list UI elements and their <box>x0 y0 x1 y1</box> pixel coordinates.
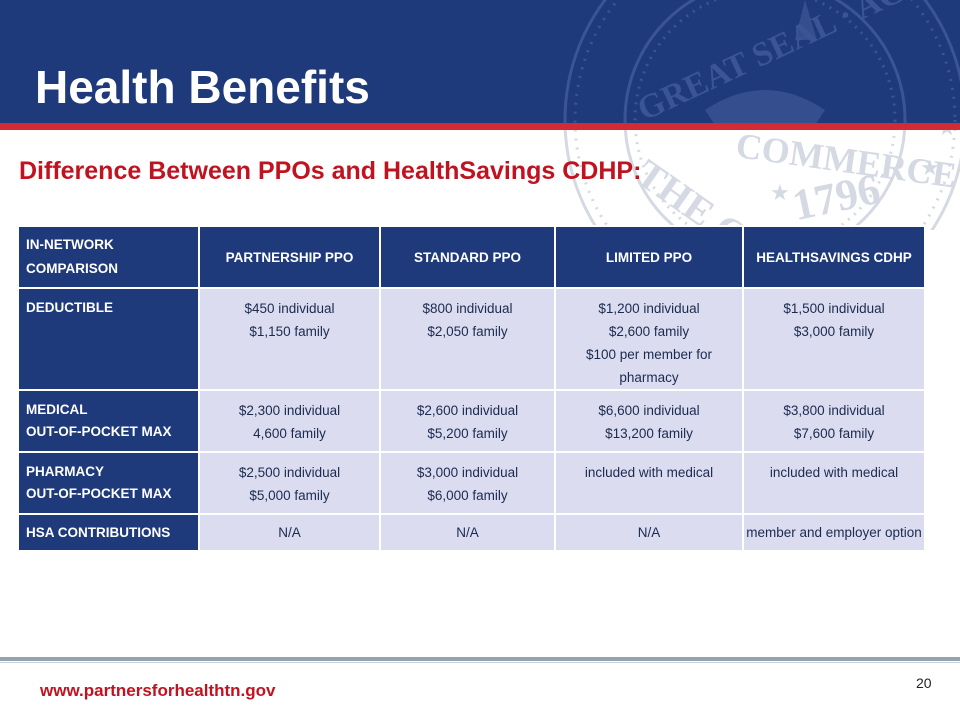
cell-line: $2,300 individual <box>238 403 341 418</box>
cell-line: included with medical <box>584 465 714 480</box>
state-seal-watermark: GREAT SEAL · AGRICULTURE <box>563 0 960 123</box>
table-cell: N/A <box>198 513 381 552</box>
cell-line: 4,600 family <box>253 426 326 441</box>
table-cell: $2,500 individual $5,000 family <box>198 451 381 515</box>
table-cell: member and employer option <box>742 513 926 552</box>
row-label-line: DEDUCTIBLE <box>26 300 113 315</box>
table-cell: $2,600 individual $5,200 family <box>379 389 556 453</box>
svg-text:★: ★ <box>770 180 790 205</box>
table-cell: $800 individual $2,050 family <box>379 287 556 391</box>
seal-watermark-lower: THE GR COMMERCE 1796 ★ ★ ★ <box>563 130 960 230</box>
column-header: HEALTHSAVINGS CDHP <box>742 225 926 289</box>
cell-line: $3,000 individual <box>416 465 519 480</box>
cell-line: $7,600 family <box>793 426 875 441</box>
cell-line: $2,500 individual <box>238 465 341 480</box>
table-cell: $2,300 individual 4,600 family <box>198 389 381 453</box>
comparison-table: IN-NETWORK COMPARISON PARTNERSHIP PPO ST… <box>17 225 926 552</box>
cell-line: $100 per member for pharmacy <box>585 347 713 385</box>
cell-line: included with medical <box>769 465 899 480</box>
corner-header: IN-NETWORK COMPARISON <box>17 225 200 289</box>
table-row: MEDICAL OUT-OF-POCKET MAX $2,300 individ… <box>17 389 926 453</box>
cell-line: N/A <box>456 525 479 540</box>
table-cell: $3,000 individual $6,000 family <box>379 451 556 515</box>
column-header: STANDARD PPO <box>379 225 556 289</box>
cell-line: member and employer option <box>746 525 922 540</box>
table-cell: included with medical <box>742 451 926 515</box>
cell-line: $450 individual <box>244 301 335 316</box>
table-cell: N/A <box>379 513 556 552</box>
cell-line: $6,000 family <box>427 488 508 503</box>
cell-line: $2,600 individual <box>416 403 519 418</box>
cell-line: $1,500 individual <box>783 301 885 316</box>
cell-line: N/A <box>278 525 301 540</box>
cell-line: $5,000 family <box>249 488 330 503</box>
row-label-line: HSA CONTRIBUTIONS <box>26 524 171 540</box>
cell-line: $6,600 individual <box>598 403 700 418</box>
cell-line: $2,050 family <box>427 324 508 339</box>
table-cell: $1,200 individual $2,600 family $100 per… <box>554 287 744 391</box>
row-label: PHARMACY OUT-OF-POCKET MAX <box>17 451 200 515</box>
cell-line: $5,200 family <box>427 426 508 441</box>
corner-line: COMPARISON <box>26 261 119 276</box>
seal-stars: ★ ★ ★ <box>770 130 957 205</box>
table-row: DEDUCTIBLE $450 individual $1,150 family… <box>17 287 926 391</box>
cell-line: N/A <box>637 525 661 540</box>
cell-line: $1,200 individual <box>598 301 700 316</box>
red-divider <box>0 123 960 130</box>
row-label: HSA CONTRIBUTIONS <box>17 513 200 552</box>
table-row: PHARMACY OUT-OF-POCKET MAX $2,500 indivi… <box>17 451 926 515</box>
slide-subtitle: Difference Between PPOs and HealthSaving… <box>19 157 642 185</box>
cell-line: $800 individual <box>422 301 513 316</box>
table-cell: N/A <box>554 513 744 552</box>
column-header: PARTNERSHIP PPO <box>198 225 381 289</box>
cell-line: $2,600 family <box>608 324 690 339</box>
table-header-row: IN-NETWORK COMPARISON PARTNERSHIP PPO ST… <box>17 225 926 289</box>
table-cell: $3,800 individual $7,600 family <box>742 389 926 453</box>
row-label-line: OUT-OF-POCKET MAX <box>26 424 172 439</box>
table-cell: $450 individual $1,150 family <box>198 287 381 391</box>
row-label-line: MEDICAL <box>26 402 88 417</box>
footer-url-link[interactable]: www.partnersforhealthtn.gov <box>40 681 276 700</box>
cell-line: $13,200 family <box>605 426 693 441</box>
page-number: 20 <box>916 675 932 691</box>
column-header: LIMITED PPO <box>554 225 744 289</box>
row-label: DEDUCTIBLE <box>17 287 200 391</box>
table-cell: $1,500 individual $3,000 family <box>742 287 926 391</box>
row-label-line: PHARMACY <box>26 464 105 479</box>
cell-line: $1,150 family <box>249 324 330 339</box>
footer-divider <box>0 657 960 661</box>
header-banner: GREAT SEAL · AGRICULTURE Health Benefits <box>0 0 960 123</box>
table-cell: included with medical <box>554 451 744 515</box>
svg-text:★: ★ <box>937 130 957 140</box>
cell-line: $3,000 family <box>793 324 875 339</box>
svg-text:★: ★ <box>920 155 940 180</box>
cell-line: $3,800 individual <box>783 403 885 418</box>
footer-divider-thin <box>0 662 960 663</box>
table-row: HSA CONTRIBUTIONS N/A N/A N/A member and… <box>17 513 926 552</box>
table-cell: $6,600 individual $13,200 family <box>554 389 744 453</box>
row-label-line: OUT-OF-POCKET MAX <box>26 486 172 501</box>
row-label: MEDICAL OUT-OF-POCKET MAX <box>17 389 200 453</box>
corner-line: IN-NETWORK <box>26 237 114 252</box>
slide-title: Health Benefits <box>35 61 370 113</box>
